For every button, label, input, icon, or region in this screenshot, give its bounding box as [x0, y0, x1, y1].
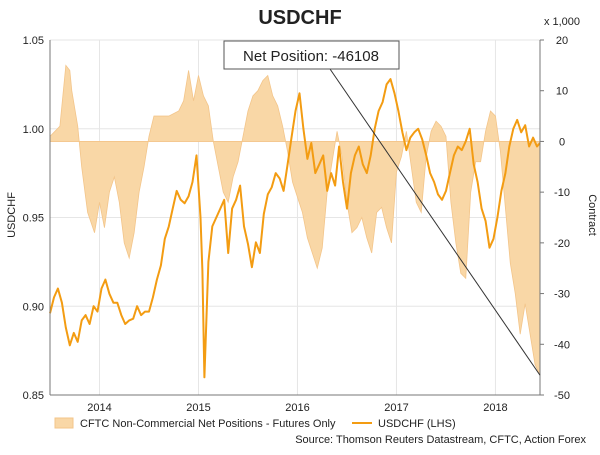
y-right-tick-label: -30: [554, 289, 570, 301]
series-area-net-positions: [49, 64, 541, 376]
annotation-pointer: [329, 68, 541, 376]
x-tick-label: 2016: [285, 402, 309, 414]
tick-labels: 0.85 0.90 0.95 1.00 1.05 -50 -40 -30 -20 -10 0 10 20…: [23, 35, 570, 414]
x-tick-label: 2015: [186, 402, 210, 414]
chart-title: USDCHF: [258, 7, 341, 29]
x-tick-label: 2018: [483, 402, 507, 414]
y-right-tick-label: -20: [554, 238, 570, 250]
x-tick-label: 2014: [87, 402, 111, 414]
annotation-text: Net Position: -46108: [243, 48, 379, 65]
x-tick-label: 2017: [384, 402, 408, 414]
y-left-tick-label: 1.05: [23, 35, 44, 47]
legend-label-usdchf: USDCHF (LHS): [378, 418, 456, 430]
y-left-tick-label: 0.95: [23, 213, 44, 225]
source-text: Source: Thomson Reuters Datastream, CFTC…: [295, 434, 586, 446]
series-line-layer: [49, 78, 541, 379]
y-right-tick-label: -50: [554, 390, 570, 402]
y-right-tick-label: 20: [556, 35, 568, 47]
y-left-tick-label: 0.85: [23, 390, 44, 402]
y-axis-left-label: USDCHF: [6, 192, 18, 238]
y-right-tick-label: 0: [559, 136, 565, 148]
y-right-tick-label: 10: [556, 86, 568, 98]
y-left-tick-label: 0.90: [23, 301, 44, 313]
y-right-tick-label: -10: [554, 187, 570, 199]
legend-label-net-positions: CFTC Non-Commercial Net Positions - Futu…: [80, 418, 336, 430]
y-right-tick-label: -40: [554, 339, 570, 351]
y-axis-right-label: Contract: [586, 194, 598, 236]
y-left-tick-label: 1.00: [23, 124, 44, 136]
right-scale-label: x 1,000: [544, 16, 580, 28]
legend-swatch-net-positions: [54, 417, 74, 429]
axes: [49, 39, 544, 396]
series-line-usdchf: [49, 78, 541, 379]
annotation: Net Position: -46108: [223, 40, 541, 376]
series-area-layer: [49, 64, 541, 376]
annotation-box: [223, 40, 400, 70]
legend: CFTC Non-Commercial Net Positions - Futu…: [54, 417, 456, 430]
